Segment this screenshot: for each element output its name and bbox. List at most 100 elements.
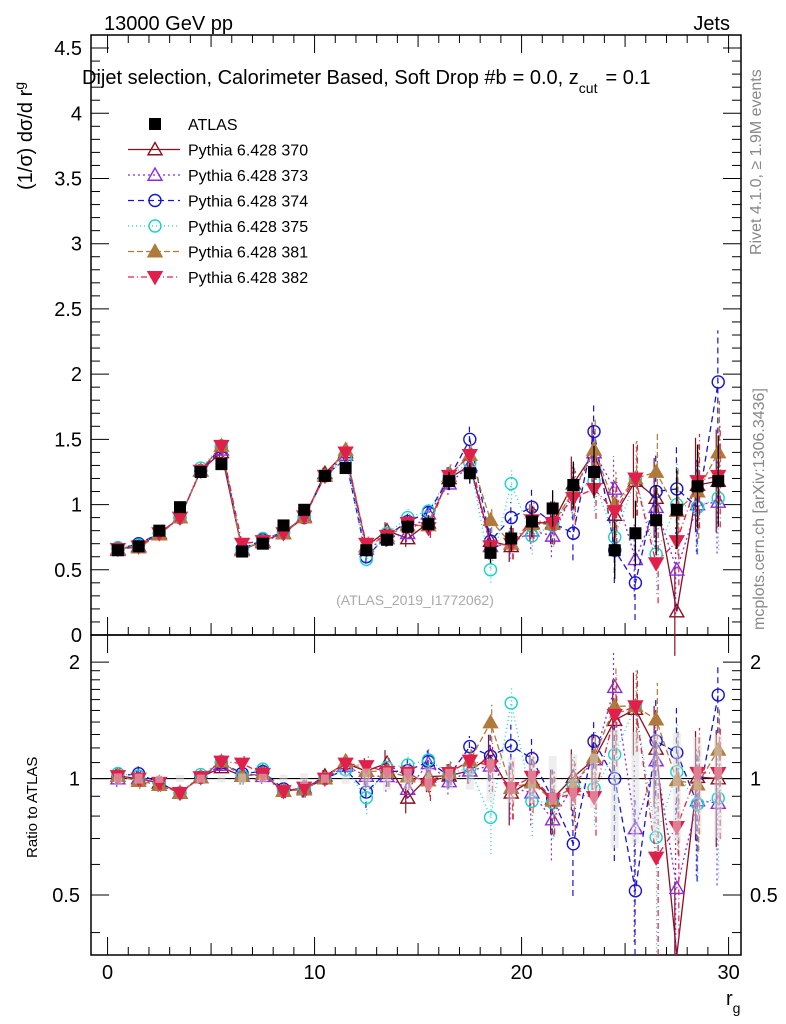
ratio-point [483,810,498,825]
legend-marker [148,193,162,208]
data-band [631,731,640,844]
data-point [399,530,416,545]
atlas-point [629,527,642,540]
ratio-line [117,708,719,956]
y-tick-label: 1.5 [54,429,82,451]
data-band [548,755,557,805]
data-point [504,510,518,525]
ratio-point [647,711,665,726]
data-point [213,439,230,455]
legend: ATLAS Pythia 6.428 370 Pythia 6.428 373 Pyt… [128,117,308,287]
atlas-point [381,533,394,546]
rivet-version-label: Rivet 4.1.0, ≥ 1.9M events [748,69,765,255]
atlas-point [215,458,228,471]
ratio-tick-label: 1 [69,769,80,791]
legend-label: Pythia 6.428 375 [188,219,308,236]
ratio-point [711,688,725,702]
energy-label: 13000 GeV pp [104,13,233,35]
ratio-line [117,694,719,891]
legend-entry: Pythia 6.428 382 [128,270,308,287]
data-point [606,480,623,495]
ratio-point [628,884,643,898]
atlas-data [111,435,725,579]
category-label: Jets [693,13,730,35]
ratio-point [566,837,581,851]
data-band [113,773,122,784]
atlas-point [422,518,435,531]
data-band [465,768,474,790]
atlas-point [194,465,207,478]
atlas-point [256,537,269,550]
data-point [233,537,251,553]
atlas-point [443,475,456,488]
data-band [383,767,392,791]
data-band [527,756,536,804]
atlas-point [401,520,414,533]
data-band [672,732,681,842]
data-point [566,526,581,540]
legend-label: Pythia 6.428 370 [188,143,308,160]
data-band [486,758,495,802]
data-band [403,768,412,790]
data-point [668,561,686,576]
ratio-plot-frame [90,634,742,956]
mcplots-label: mcplots.cern.ch [arXiv:1306.3436] [751,388,768,630]
atlas-point [608,544,621,557]
ratio-series-layer [109,653,727,956]
ratio-tick-label-right: 2 [750,652,761,674]
y-zero-label: 0 [71,625,82,647]
y-tick-label: 2 [71,364,82,386]
analysis-label: (ATLAS_2019_I1772062) [336,592,494,608]
data-band [279,774,288,783]
data-point [463,432,477,447]
atlas-point [236,545,249,558]
ratio-point [275,785,292,800]
ratio-line [117,702,719,838]
y-tick-label: 0.5 [54,560,82,582]
data-band [341,773,350,784]
chart-title: Dijet selection, Calorimeter Based, Soft… [82,67,651,96]
y-tick-label: 3 [71,234,82,256]
main-y-axis: 0.5 1 1.5 2 2.5 3 3.5 4 4.5 0 [54,38,741,647]
atlas-point [153,524,166,537]
atlas-point [712,475,725,488]
data-band [590,753,599,808]
ratio-point [606,678,623,694]
data-band [300,773,309,784]
atlas-point [360,544,373,557]
ratio-point [668,879,686,895]
data-point [606,505,623,520]
atlas-point [318,469,331,482]
data-band [652,733,661,841]
data-point [504,476,518,491]
y-tick-label: 2.5 [54,299,82,321]
ratio-point [233,757,251,772]
x-axis-label: rg [726,988,740,1016]
data-point [627,472,644,487]
data-band [424,767,433,791]
legend-entry: Pythia 6.428 373 [128,166,308,185]
atlas-point [174,501,187,514]
legend-label: Pythia 6.428 373 [188,168,308,185]
data-point [337,446,354,461]
legend-marker [146,243,164,258]
atlas-point [132,540,145,553]
ratio-point [399,789,416,804]
atlas-point [546,502,559,515]
y-tick-label: 3.5 [54,168,82,190]
data-point [647,463,665,478]
ratio-tick-label: 0.5 [52,885,80,907]
y-tick-label: 4 [71,103,82,125]
series-line [117,381,719,585]
ratio-point [337,757,354,772]
legend-marker [146,141,164,156]
data-band [176,775,185,783]
atlas-point [691,480,704,493]
ratio-tick-label: 2 [69,652,80,674]
data-band [320,774,329,783]
ratio-point [421,753,436,767]
ratio-point [461,754,479,770]
data-band [362,768,371,790]
ratio-point [359,791,374,805]
x-tick-label: 10 [303,962,325,984]
